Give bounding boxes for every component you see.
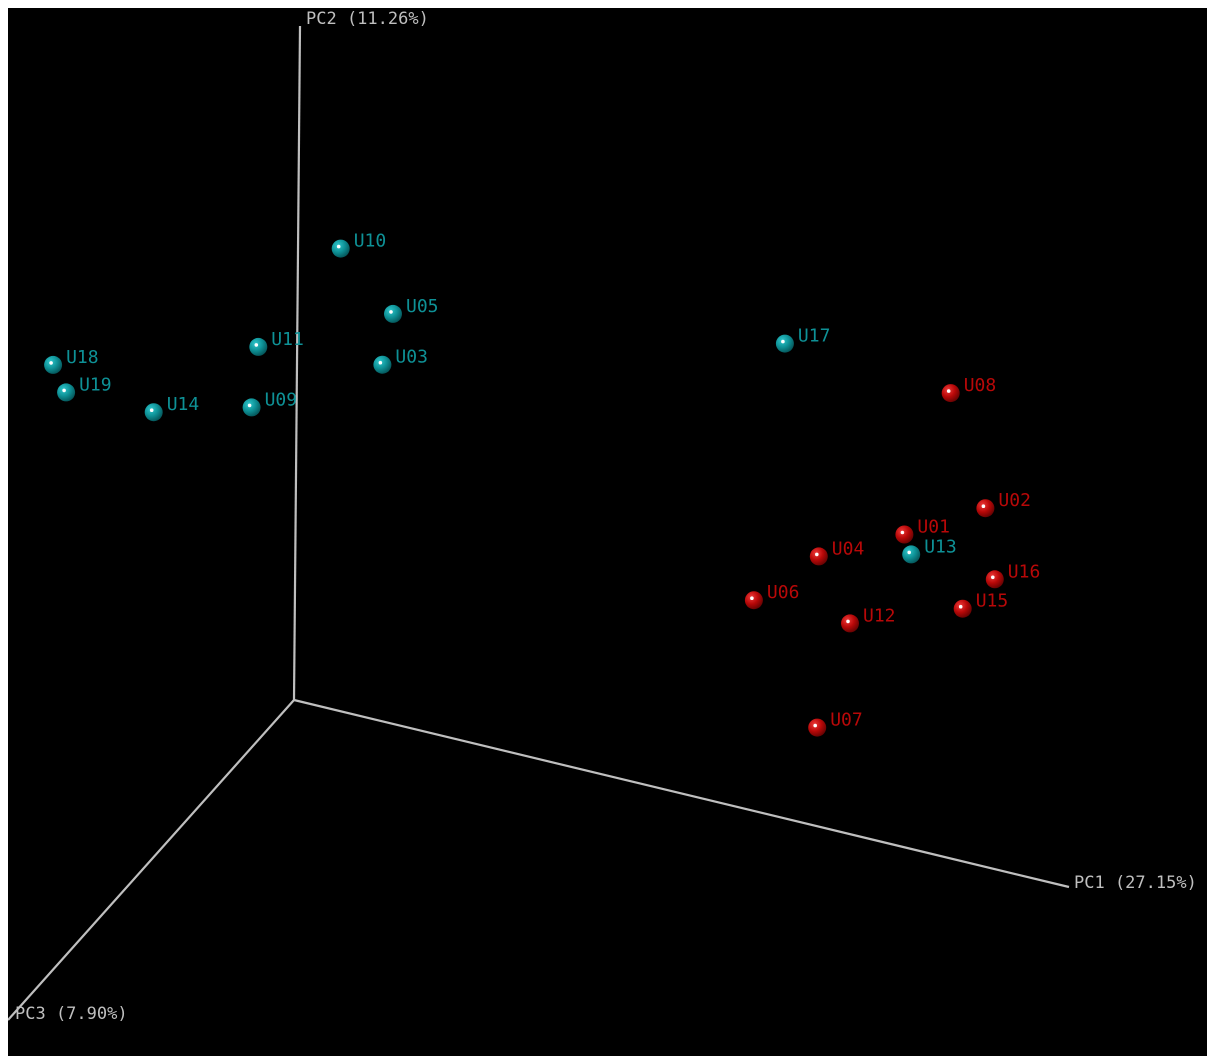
sample-point-label: U12 xyxy=(863,605,896,626)
marker-highlight xyxy=(781,339,785,344)
sample-point-label: U02 xyxy=(998,490,1031,511)
marker-highlight xyxy=(946,389,951,393)
marker-highlight xyxy=(247,403,252,408)
sample-point-label: U04 xyxy=(832,538,865,559)
sample-point-marker[interactable] xyxy=(841,614,859,633)
sample-point-u18[interactable]: U18 xyxy=(44,347,99,374)
sample-point-label: U17 xyxy=(798,326,831,347)
pc2-axis-label: PC2 (11.26%) xyxy=(306,9,429,29)
marker-highlight xyxy=(62,388,66,393)
sample-point-u11[interactable]: U11 xyxy=(249,329,304,356)
marker-highlight xyxy=(254,343,259,347)
marker-highlight xyxy=(149,408,154,413)
marker-highlight xyxy=(815,552,819,557)
sample-point-u12[interactable]: U12 xyxy=(841,605,896,633)
sample-point-label: U15 xyxy=(976,591,1009,612)
sample-point-label: U18 xyxy=(66,347,99,368)
sample-point-label: U19 xyxy=(79,374,112,395)
pc3-axis-line xyxy=(8,699,295,1021)
marker-highlight xyxy=(378,360,383,365)
sample-point-marker[interactable] xyxy=(775,334,794,353)
sample-point-marker[interactable] xyxy=(809,547,828,566)
sample-point-label: U08 xyxy=(964,375,997,396)
marker-highlight xyxy=(813,723,817,728)
sample-point-u19[interactable]: U19 xyxy=(57,374,112,402)
marker-highlight xyxy=(900,530,905,535)
marker-highlight xyxy=(49,361,53,365)
sample-point-label: U01 xyxy=(917,517,950,538)
sample-point-u03[interactable]: U03 xyxy=(373,347,428,374)
sample-point-marker[interactable] xyxy=(744,591,763,610)
sample-point-label: U05 xyxy=(406,296,439,317)
pc1-axis-line xyxy=(293,698,1070,889)
marker-highlight xyxy=(389,310,393,314)
sample-point-u13[interactable]: U13 xyxy=(902,536,957,564)
sample-point-label: U06 xyxy=(767,582,800,603)
marker-highlight xyxy=(991,575,995,580)
sample-point-marker[interactable] xyxy=(941,384,960,403)
sample-point-marker[interactable] xyxy=(895,525,914,544)
sample-point-marker[interactable] xyxy=(144,403,163,422)
sample-point-label: U11 xyxy=(271,329,304,350)
sample-point-u02[interactable]: U02 xyxy=(976,490,1031,518)
sample-point-u01[interactable]: U01 xyxy=(895,517,950,544)
sample-point-marker[interactable] xyxy=(985,570,1004,589)
sample-point-label: U13 xyxy=(924,536,957,557)
sample-point-u06[interactable]: U06 xyxy=(744,582,800,610)
marker-highlight xyxy=(750,596,754,600)
sample-point-marker[interactable] xyxy=(808,718,827,737)
sample-point-marker[interactable] xyxy=(57,383,76,402)
sample-point-u05[interactable]: U05 xyxy=(384,296,439,323)
pcoa-3d-scatter-plot[interactable]: PC2 (11.26%) PC1 (27.15%) PC3 (7.90%) U1… xyxy=(8,8,1207,1056)
marker-highlight xyxy=(907,550,911,555)
sample-points: U17 U10 U05 U03 U11 U09 U18 U19 U14 U13 U08 U02 U01 U… xyxy=(44,231,1040,737)
sample-point-u15[interactable]: U15 xyxy=(953,591,1009,618)
marker-highlight xyxy=(981,504,986,509)
marker-highlight xyxy=(958,604,963,609)
pc2-axis-line xyxy=(292,25,302,701)
sample-point-u07[interactable]: U07 xyxy=(808,710,863,737)
marker-highlight xyxy=(336,244,341,249)
sample-point-u09[interactable]: U09 xyxy=(242,389,298,417)
sample-point-label: U14 xyxy=(167,394,200,415)
sample-point-u08[interactable]: U08 xyxy=(941,375,997,403)
pc3-axis-label: PC3 (7.90%) xyxy=(15,1004,128,1024)
sample-point-marker[interactable] xyxy=(249,337,268,356)
sample-point-u04[interactable]: U04 xyxy=(809,538,865,566)
sample-point-marker[interactable] xyxy=(242,398,261,417)
sample-point-u16[interactable]: U16 xyxy=(985,561,1041,589)
marker-highlight xyxy=(846,619,850,624)
sample-point-label: U03 xyxy=(395,347,428,368)
sample-point-marker[interactable] xyxy=(902,545,921,564)
sample-point-label: U10 xyxy=(354,231,387,252)
pc1-axis-label: PC1 (27.15%) xyxy=(1074,873,1197,893)
sample-point-u10[interactable]: U10 xyxy=(331,231,387,258)
sample-point-marker[interactable] xyxy=(976,499,995,518)
sample-point-marker[interactable] xyxy=(953,599,972,618)
sample-point-label: U07 xyxy=(830,710,863,731)
sample-point-label: U16 xyxy=(1008,561,1041,582)
sample-point-marker[interactable] xyxy=(331,239,350,258)
sample-point-u17[interactable]: U17 xyxy=(775,326,831,353)
sample-point-label: U09 xyxy=(265,389,298,410)
sample-point-marker[interactable] xyxy=(373,355,392,374)
sample-point-u14[interactable]: U14 xyxy=(144,394,200,422)
sample-point-marker[interactable] xyxy=(44,355,63,374)
sample-point-marker[interactable] xyxy=(384,304,402,323)
plot-canvas[interactable]: PC2 (11.26%) PC1 (27.15%) PC3 (7.90%) U1… xyxy=(8,8,1207,1056)
